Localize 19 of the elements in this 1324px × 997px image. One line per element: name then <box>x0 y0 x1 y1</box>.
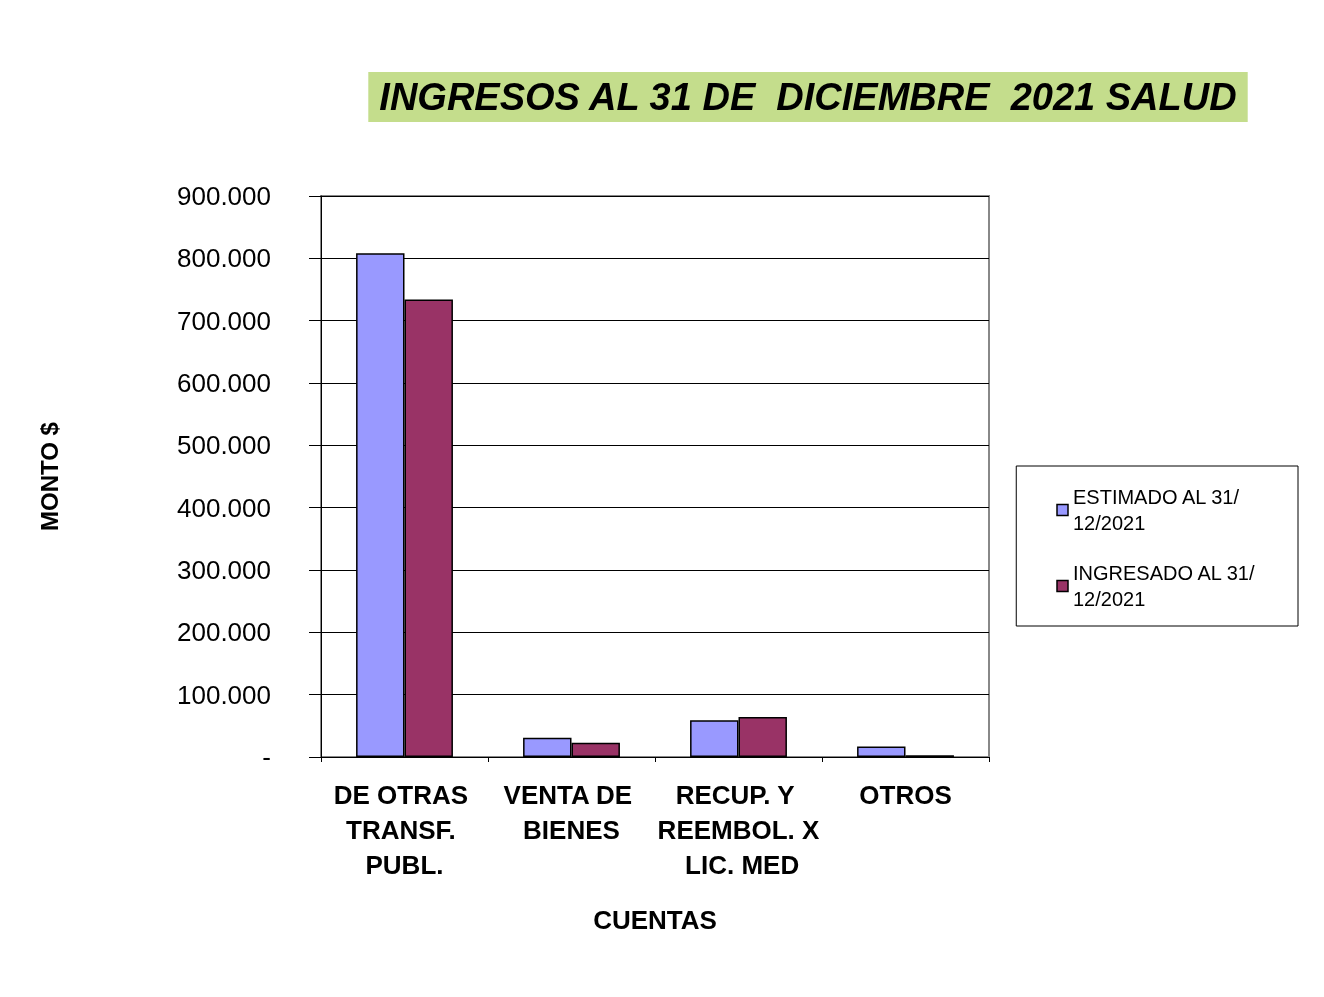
y-tick-label: 600.000 <box>177 368 271 398</box>
y-tick-label: 800.000 <box>177 243 271 274</box>
x-tick-label: OTROS <box>859 779 952 810</box>
x-tick-label: RECUP. Y REEMBOL. X LIC. MED <box>657 779 821 880</box>
y-tick-label: 100.000 <box>177 679 271 710</box>
y-tick-label: 700.000 <box>177 305 271 336</box>
x-axis-title: CUENTAS <box>593 905 717 935</box>
y-tick-label: 300.000 <box>177 555 271 585</box>
legend-label: ESTIMADO AL 31/12/2021 <box>1073 486 1240 534</box>
y-axis-title: MONTO $ <box>35 421 63 531</box>
x-tick-label: DE OTRAS TRANSF. PUBL. <box>333 779 476 880</box>
y-tick-label: - <box>262 742 271 772</box>
y-tick-label: 200.000 <box>177 617 271 648</box>
y-tick-label: 900.000 <box>177 181 271 211</box>
chart-title: INGRESOS AL 31 DE DICIEMBRE 2021 SALUD <box>379 76 1237 118</box>
y-tick-label: 400.000 <box>177 492 271 523</box>
x-tick-label: VENTA DE BIENES <box>503 779 640 845</box>
y-tick-label: 500.000 <box>177 430 271 461</box>
legend-label: INGRESADO AL 31/12/2021 <box>1073 562 1255 610</box>
